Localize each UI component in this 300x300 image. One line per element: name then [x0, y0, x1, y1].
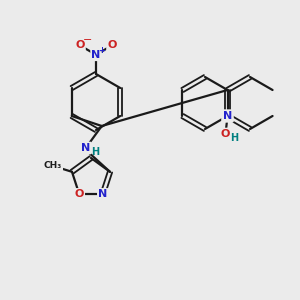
Text: −: − — [83, 35, 93, 45]
Text: H: H — [91, 147, 99, 157]
Text: N: N — [98, 189, 107, 199]
Text: N: N — [92, 50, 100, 60]
Text: O: O — [75, 189, 84, 199]
Text: O: O — [75, 40, 85, 50]
Text: N: N — [223, 111, 232, 121]
Text: CH₃: CH₃ — [44, 161, 62, 170]
Text: N: N — [81, 143, 90, 153]
Text: O: O — [107, 40, 117, 50]
Text: +: + — [98, 46, 105, 55]
Text: H: H — [230, 133, 238, 143]
Text: O: O — [221, 129, 230, 139]
